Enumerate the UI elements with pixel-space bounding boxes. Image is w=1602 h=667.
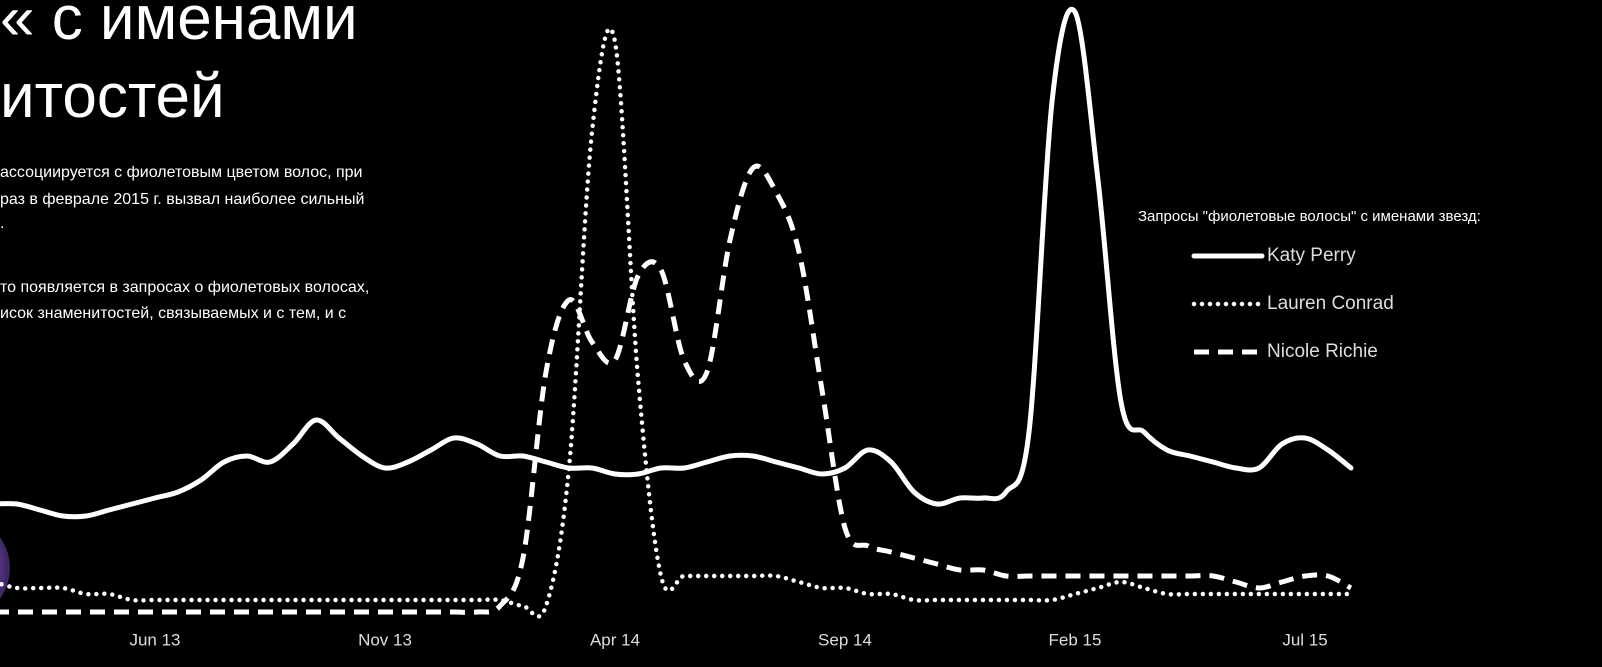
legend-label: Nicole Richie (1267, 341, 1378, 362)
photo-fragment (0, 537, 10, 599)
series-line (0, 163, 1353, 615)
paragraph-line: ассоциируется с фиолетовым цветом волос,… (0, 164, 363, 181)
legend-label: Katy Perry (1267, 245, 1356, 266)
x-tick-label: Nov 13 (358, 630, 412, 649)
x-tick-label: Sep 14 (818, 630, 872, 649)
article-title: итостей (0, 62, 225, 131)
x-tick-label: Jun 13 (129, 630, 180, 649)
series-line (0, 26, 1354, 619)
series-line (0, 6, 1354, 520)
x-tick-label: Apr 14 (590, 630, 640, 649)
paragraph-line: раз в феврале 2015 г. вызвал наиболее си… (0, 191, 365, 208)
x-tick-label: Feb 15 (1049, 630, 1102, 649)
paragraph-line: . (0, 215, 5, 232)
legend-label: Lauren Conrad (1267, 293, 1394, 314)
legend-title: Запросы "фиолетовые волосы" с именами зв… (1138, 208, 1481, 225)
x-tick-label: Jul 15 (1282, 630, 1327, 649)
paragraph-line: исок знаменитостей, связываемых и с тем,… (0, 305, 347, 322)
article-title: « с именами (0, 0, 358, 53)
paragraph-line: то появляется в запросах о фиолетовых во… (0, 279, 370, 296)
